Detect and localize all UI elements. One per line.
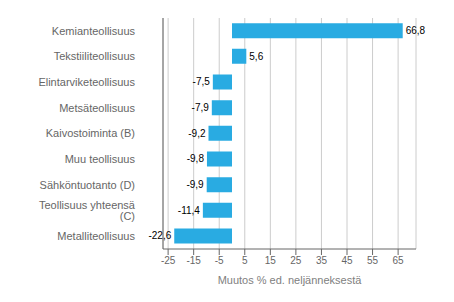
svg-text:65: 65 bbox=[393, 255, 405, 266]
svg-text:15: 15 bbox=[265, 255, 277, 266]
svg-text:5: 5 bbox=[242, 255, 248, 266]
svg-text:45: 45 bbox=[341, 255, 353, 266]
svg-text:Muutos % ed. neljänneksestä: Muutos % ed. neljänneksestä bbox=[218, 274, 363, 286]
svg-text:-25: -25 bbox=[161, 255, 176, 266]
svg-text:-15: -15 bbox=[186, 255, 201, 266]
svg-text:-5: -5 bbox=[215, 255, 224, 266]
svg-text:5,6: 5,6 bbox=[249, 51, 263, 62]
svg-text:Kemianteollisuus: Kemianteollisuus bbox=[52, 25, 136, 37]
svg-text:25: 25 bbox=[290, 255, 302, 266]
svg-text:Muu teollisuus: Muu teollisuus bbox=[65, 153, 136, 165]
svg-text:-9,2: -9,2 bbox=[188, 128, 206, 139]
svg-text:Teollisuus yhteensä(C): Teollisuus yhteensä(C) bbox=[39, 199, 136, 222]
svg-text:-22,6: -22,6 bbox=[148, 230, 171, 241]
svg-text:Kaivostoiminta (B): Kaivostoiminta (B) bbox=[46, 127, 135, 139]
svg-text:Tekstiiliteollisuus: Tekstiiliteollisuus bbox=[54, 50, 136, 62]
svg-text:-9,8: -9,8 bbox=[187, 153, 205, 164]
svg-text:66,8: 66,8 bbox=[406, 25, 426, 36]
svg-text:-7,9: -7,9 bbox=[192, 102, 210, 113]
svg-text:35: 35 bbox=[316, 255, 328, 266]
svg-text:Elintarviketeollisuus: Elintarviketeollisuus bbox=[38, 76, 135, 88]
svg-text:-9,9: -9,9 bbox=[186, 179, 204, 190]
svg-text:Metsäteollisuus: Metsäteollisuus bbox=[59, 102, 135, 114]
svg-text:Sähköntuotanto (D): Sähköntuotanto (D) bbox=[40, 179, 135, 191]
svg-text:-7,5: -7,5 bbox=[193, 76, 211, 87]
svg-text:-11,4: -11,4 bbox=[178, 205, 200, 216]
svg-text:55: 55 bbox=[367, 255, 379, 266]
svg-text:Metalliteollisuus: Metalliteollisuus bbox=[57, 230, 135, 242]
